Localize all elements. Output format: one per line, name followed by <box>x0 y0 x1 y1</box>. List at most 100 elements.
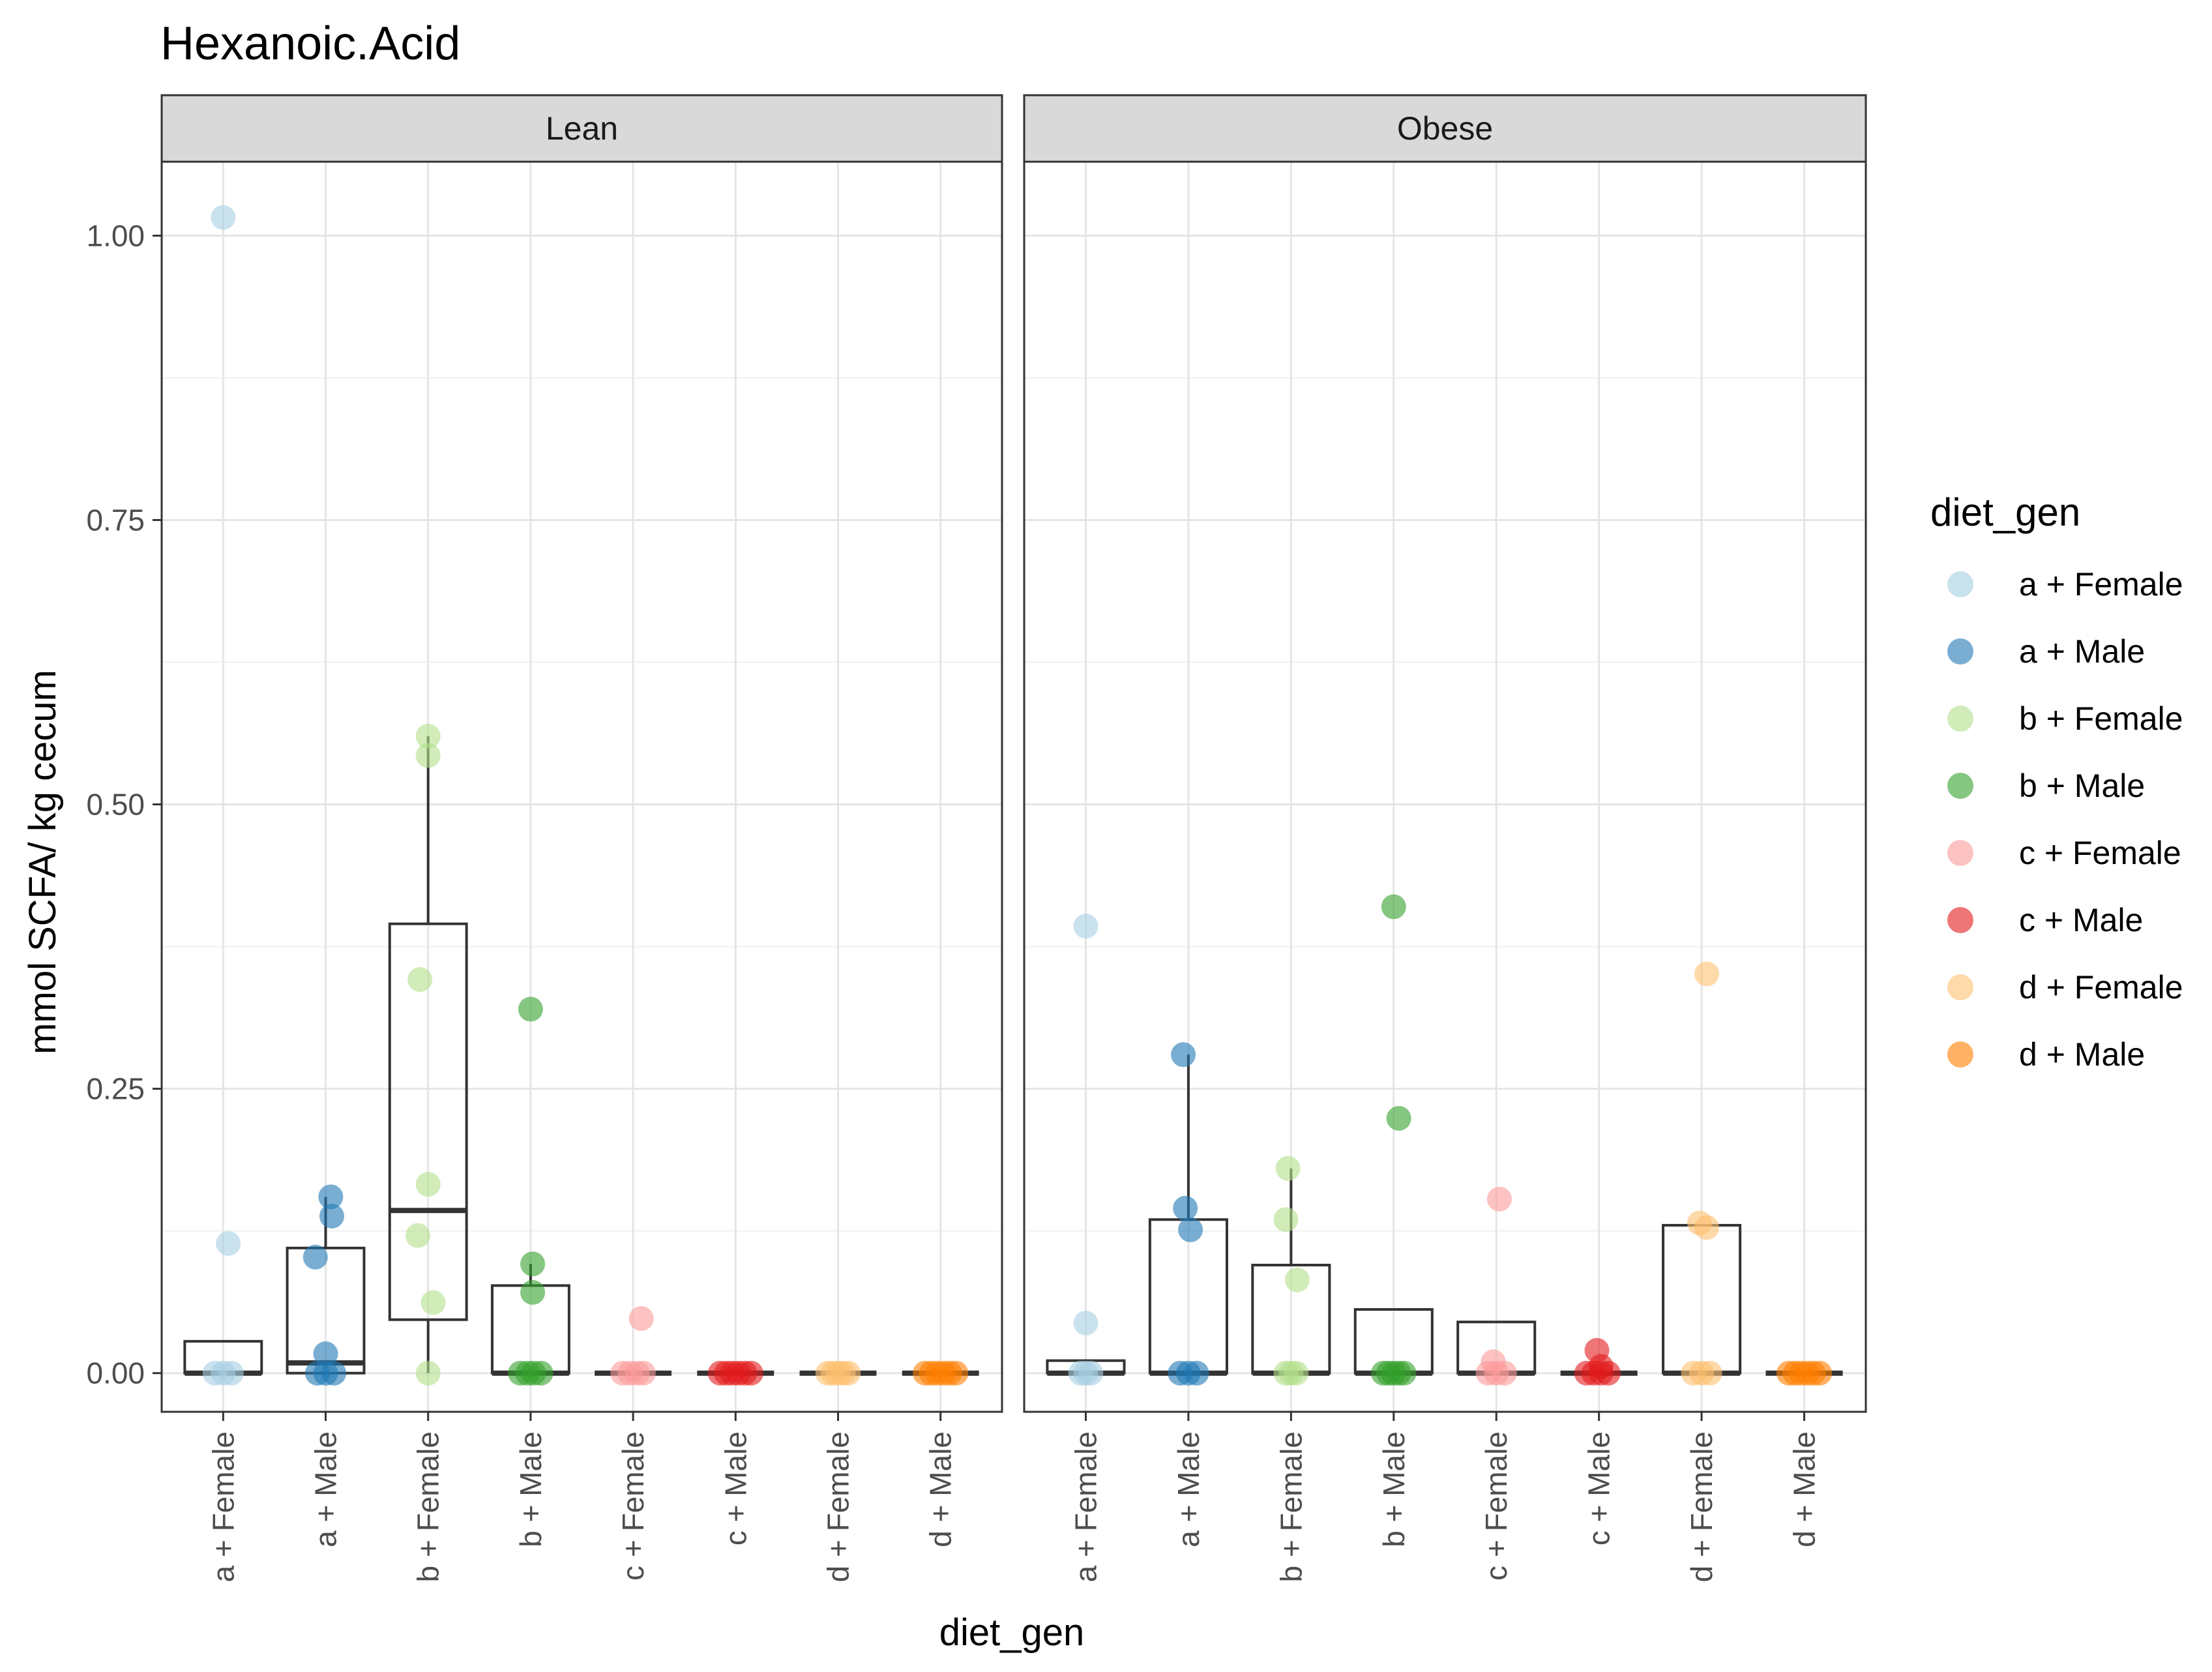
data-point <box>1807 1360 1833 1386</box>
data-point <box>1486 1186 1512 1212</box>
data-point <box>1078 1360 1104 1386</box>
legend-key <box>1947 907 1973 933</box>
x-tick-label: b + Male <box>514 1431 548 1547</box>
data-point <box>211 205 236 230</box>
y-tick-label: 0.25 <box>86 1072 145 1106</box>
x-tick-label: b + Female <box>1274 1431 1308 1582</box>
x-tick-label: d + Female <box>821 1431 855 1582</box>
data-point <box>1171 1042 1196 1067</box>
data-point <box>943 1360 969 1386</box>
data-point <box>1694 1215 1719 1240</box>
chart-title: Hexanoic.Acid <box>160 18 460 70</box>
facet-strip <box>160 94 1003 163</box>
legend-key <box>1947 1041 1973 1067</box>
panel-lean: Lean a + Female a + Male b + Female b + Male… <box>160 94 1003 1582</box>
legend-items: a + Female a + Male b + Female b + Male c + … <box>1947 566 2183 1073</box>
panel-border <box>1023 160 1867 1413</box>
legend-item: d + Female <box>1947 969 2183 1006</box>
data-point <box>528 1360 553 1386</box>
legend-key <box>1947 571 1973 597</box>
legend-item: a + Male <box>1947 633 2145 670</box>
legend-item: b + Female <box>1947 700 2183 737</box>
panel-background <box>1024 162 1866 1412</box>
data-point <box>630 1360 656 1386</box>
x-tick-label: b + Male <box>1377 1431 1411 1547</box>
x-tick-label: a + Female <box>206 1431 240 1582</box>
legend-label: a + Female <box>2019 566 2183 603</box>
x-tick-label: d + Female <box>1685 1431 1718 1582</box>
data-point <box>518 996 543 1022</box>
legend-title: diet_gen <box>1930 490 2080 534</box>
legend-key <box>1947 974 1973 1000</box>
data-point <box>520 1279 546 1305</box>
y-axis: 0.00 0.25 0.50 0.75 1.00 <box>86 218 162 1390</box>
data-point <box>415 743 441 768</box>
legend-label: c + Female <box>2019 835 2181 871</box>
legend-key <box>1947 706 1973 732</box>
facet-strip <box>1023 94 1867 163</box>
legend-key <box>1947 773 1973 799</box>
legend-label: c + Male <box>2019 902 2143 938</box>
data-point <box>415 723 441 749</box>
data-point <box>1595 1360 1621 1386</box>
data-point <box>1391 1360 1417 1386</box>
legend-item: a + Female <box>1947 566 2183 603</box>
y-tick-label: 1.00 <box>86 218 145 252</box>
legend-key <box>1947 840 1973 866</box>
data-point <box>836 1360 861 1386</box>
x-tick-label: d + Male <box>924 1431 958 1547</box>
x-tick-label: b + Female <box>411 1431 445 1582</box>
data-point <box>1275 1156 1301 1181</box>
panel-obese: Obese a + Female a + Male b + Female b + Mal… <box>1023 94 1867 1582</box>
x-tick-label: c + Female <box>1479 1431 1513 1581</box>
x-tick-label: c + Female <box>616 1431 650 1581</box>
data-point <box>1381 894 1406 919</box>
legend-label: a + Male <box>2019 633 2145 670</box>
data-point <box>318 1184 344 1210</box>
data-point <box>405 1223 430 1248</box>
legend: diet_gen a + Female a + Male b + Female b +… <box>1930 490 2183 1073</box>
data-point <box>1284 1360 1309 1386</box>
legend-item: d + Male <box>1947 1036 2145 1073</box>
data-point <box>738 1360 763 1386</box>
facet-strip-label: Lean <box>546 110 618 147</box>
y-tick-label: 0.00 <box>86 1356 145 1390</box>
data-point <box>218 1360 244 1386</box>
data-point <box>407 967 433 993</box>
x-tick-label: a + Male <box>309 1431 343 1547</box>
data-point <box>1273 1207 1299 1232</box>
x-axis-title: diet_gen <box>939 1611 1085 1654</box>
data-point <box>1073 1310 1099 1336</box>
legend-item: c + Female <box>1947 835 2181 871</box>
data-point <box>420 1290 446 1315</box>
data-point <box>313 1341 338 1367</box>
data-point <box>321 1360 347 1386</box>
facet-strip-label: Obese <box>1397 110 1493 147</box>
panel-background <box>162 162 1002 1412</box>
x-tick-label: a + Female <box>1069 1431 1102 1582</box>
x-tick-label: c + Male <box>718 1431 752 1545</box>
legend-label: d + Female <box>2019 969 2183 1006</box>
legend-key <box>1947 638 1973 664</box>
data-point <box>520 1251 546 1277</box>
data-point <box>1073 914 1099 939</box>
facet-panels: Lean a + Female a + Male b + Female b + Male… <box>160 94 1867 1582</box>
box-iqr <box>388 922 468 1321</box>
data-point <box>1694 961 1719 987</box>
data-point <box>1697 1360 1722 1386</box>
panel-border <box>160 160 1003 1413</box>
data-point <box>1184 1360 1209 1386</box>
data-point <box>1492 1360 1517 1386</box>
data-point <box>1173 1195 1198 1221</box>
x-tick-label: c + Male <box>1582 1431 1616 1545</box>
data-point <box>415 1172 441 1197</box>
x-tick-label: a + Male <box>1172 1431 1205 1547</box>
data-point <box>1386 1105 1411 1131</box>
legend-item: b + Male <box>1947 768 2145 804</box>
legend-label: d + Male <box>2019 1036 2145 1073</box>
data-point <box>415 1360 441 1386</box>
y-axis-title: mmol SCFA/ kg cecum <box>22 670 64 1054</box>
legend-label: b + Male <box>2019 768 2145 804</box>
legend-label: b + Female <box>2019 700 2183 737</box>
